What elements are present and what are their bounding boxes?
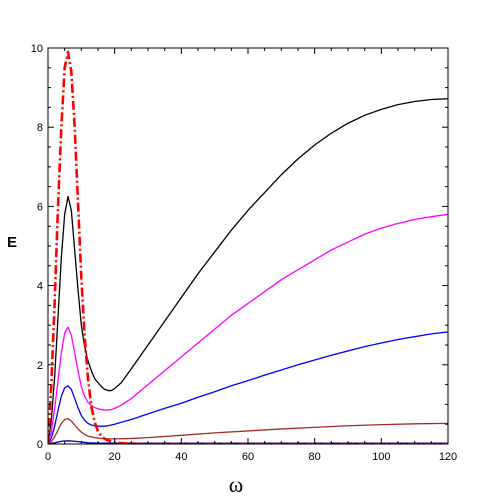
series-line-1 bbox=[48, 98, 448, 444]
series-line-5 bbox=[48, 440, 448, 444]
y-tick-label: 2 bbox=[37, 360, 43, 372]
x-tick-label: 40 bbox=[175, 451, 187, 463]
series-line-3 bbox=[48, 331, 448, 444]
y-tick-label: 4 bbox=[37, 281, 43, 293]
x-tick-label: 60 bbox=[242, 451, 254, 463]
series-line-4 bbox=[48, 418, 448, 444]
x-tick-label: 0 bbox=[45, 451, 51, 463]
y-tick-label: 10 bbox=[31, 43, 43, 55]
series-line-2 bbox=[48, 213, 448, 444]
series-line-6 bbox=[48, 50, 448, 444]
y-tick-label: 0 bbox=[37, 439, 43, 451]
series-layer bbox=[48, 50, 448, 444]
y-tick-label: 8 bbox=[37, 122, 43, 134]
x-axis-label: ω bbox=[229, 472, 243, 497]
y-axis-label: E bbox=[7, 234, 17, 251]
x-tick-label: 100 bbox=[372, 451, 390, 463]
axes-layer: 0 20 40 60 80 100 120 0 2 4 6 8 10 bbox=[31, 43, 457, 463]
x-tick-label: 120 bbox=[439, 451, 457, 463]
x-tick-label: 20 bbox=[109, 451, 121, 463]
y-tick-label: 6 bbox=[37, 201, 43, 213]
x-tick-label: 80 bbox=[309, 451, 321, 463]
